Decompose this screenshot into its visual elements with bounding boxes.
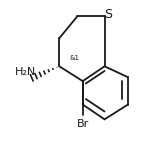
Text: &1: &1 (69, 56, 79, 61)
Text: S: S (104, 7, 112, 21)
Text: H₂N: H₂N (15, 67, 36, 77)
Text: Br: Br (77, 119, 89, 129)
